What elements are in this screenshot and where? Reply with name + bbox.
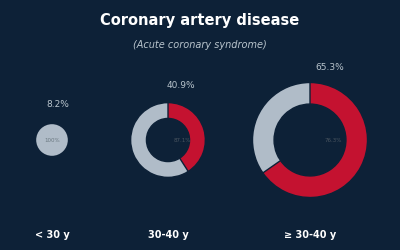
Wedge shape [131,103,205,178]
Circle shape [36,124,68,156]
Text: 65.3%: 65.3% [316,64,344,72]
Text: 40.9%: 40.9% [167,81,195,90]
Text: 87.1%: 87.1% [173,138,191,142]
Text: 8.2%: 8.2% [46,100,69,109]
Text: < 30 y: < 30 y [35,230,69,240]
Wedge shape [168,103,205,172]
Text: ≥ 30-40 y: ≥ 30-40 y [284,230,336,240]
Text: (Acute coronary syndrome): (Acute coronary syndrome) [133,40,267,50]
Wedge shape [263,82,368,198]
Text: 30-40 y: 30-40 y [148,230,188,240]
Text: Coronary artery disease: Coronary artery disease [100,12,300,28]
Text: 100%: 100% [44,138,60,142]
Wedge shape [252,82,368,198]
Text: 76.3%: 76.3% [325,138,342,142]
